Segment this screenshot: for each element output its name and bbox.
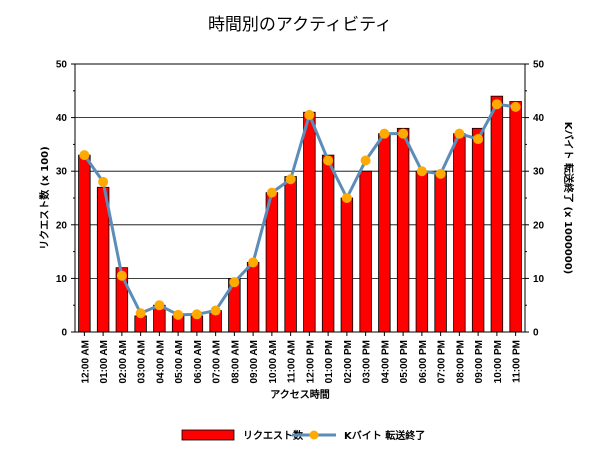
kbytes-point <box>154 300 165 311</box>
bar <box>303 111 316 333</box>
bar-series <box>78 95 522 333</box>
x-tick-label: 05:00 PM <box>399 340 410 383</box>
x-tick-label: 10:00 AM <box>268 340 279 384</box>
y-tick-label: 10 <box>56 274 68 285</box>
kbytes-point <box>135 308 146 319</box>
x-tick-label: 01:00 PM <box>324 340 335 383</box>
y-tick-label: 40 <box>56 113 68 124</box>
y2-tick-label: 30 <box>533 167 545 178</box>
x-tick-label: 01:00 AM <box>99 340 110 384</box>
y2-axis-ticks: 0 10 20 30 40 50 <box>525 60 545 339</box>
bar <box>453 133 466 333</box>
kbytes-line <box>83 102 516 317</box>
kbytes-point <box>191 309 202 320</box>
y2-axis-label: Kバイト 転送終了 (x 1000000) <box>562 122 575 275</box>
x-tick-label: 04:00 PM <box>380 340 391 383</box>
y-axis-label: リクエスト数 (x 100) <box>38 146 51 249</box>
y-tick-label: 0 <box>61 328 67 339</box>
kbytes-point <box>304 109 315 120</box>
y2-tick-label: 20 <box>533 220 545 231</box>
kbytes-point <box>285 174 296 185</box>
legend-marker-kbytes <box>309 430 319 440</box>
bar <box>415 170 429 333</box>
kbytes-point <box>435 168 446 179</box>
chart-title: 時間別のアクティビティ <box>208 15 392 35</box>
legend-label-kbytes: Kバイト 転送終了 <box>344 429 425 442</box>
x-tick-label: 07:00 AM <box>212 340 223 384</box>
bar <box>265 192 279 333</box>
x-tick-label: 10:00 PM <box>493 340 504 383</box>
kbytes-point <box>510 101 521 112</box>
x-tick-label: 02:00 PM <box>343 340 354 383</box>
y-tick-label: 20 <box>56 220 68 231</box>
kbytes-point <box>360 155 371 166</box>
bar <box>434 170 447 333</box>
bar <box>321 154 335 333</box>
y-tick-label: 30 <box>56 167 68 178</box>
x-axis-label: アクセス時間 <box>270 388 330 401</box>
y2-tick-label: 40 <box>533 113 545 124</box>
kbytes-point <box>379 128 390 139</box>
x-tick-label: 09:00 AM <box>249 340 260 384</box>
x-tick-label: 12:00 PM <box>305 340 316 383</box>
kbytes-point <box>266 187 277 198</box>
kbytes-point <box>173 309 184 320</box>
y2-tick-label: 50 <box>533 60 545 71</box>
x-axis-ticks: 12:00 AM 01:00 AM 02:00 AM 03:00 AM 04:00 AM… <box>80 332 523 384</box>
x-tick-label: 03:00 AM <box>137 340 148 384</box>
legend-swatch-requests <box>181 429 235 441</box>
kbytes-point <box>341 193 352 203</box>
bar <box>78 154 91 333</box>
bar <box>340 197 354 333</box>
kbytes-point <box>248 257 259 268</box>
y2-tick-label: 10 <box>533 274 545 285</box>
kbytes-point <box>116 270 127 281</box>
y-axis-ticks: 0 10 20 30 40 50 <box>56 60 75 339</box>
x-tick-label: 02:00 AM <box>118 340 129 384</box>
kbytes-point <box>98 176 109 187</box>
x-tick-label: 05:00 AM <box>174 340 185 384</box>
kbytes-point <box>454 128 465 139</box>
x-tick-label: 08:00 PM <box>455 340 466 383</box>
kbytes-point <box>323 155 334 166</box>
bar <box>246 261 260 333</box>
kbytes-point <box>473 134 484 145</box>
bar <box>396 127 410 333</box>
bar <box>471 127 485 333</box>
x-tick-label: 09:00 PM <box>474 340 485 383</box>
bar <box>378 133 391 333</box>
x-tick-label: 04:00 AM <box>155 340 166 384</box>
x-tick-label: 11:00 PM <box>512 340 523 383</box>
kbytes-point <box>79 150 90 161</box>
kbytes-point <box>210 305 221 316</box>
x-tick-label: 06:00 AM <box>193 340 204 384</box>
y2-tick-label: 0 <box>533 328 539 339</box>
bar <box>284 176 297 333</box>
x-tick-label: 11:00 AM <box>287 340 298 383</box>
bar <box>134 315 147 333</box>
x-tick-label: 06:00 PM <box>418 340 429 383</box>
x-tick-label: 12:00 AM <box>80 340 91 384</box>
bar <box>359 170 372 333</box>
legend-label-requests: リクエスト数 <box>243 429 304 442</box>
bar <box>490 95 504 333</box>
legend: リクエスト数 Kバイト 転送終了 <box>181 429 425 442</box>
kbytes-point <box>416 166 427 177</box>
bar <box>509 101 522 333</box>
x-tick-label: 03:00 PM <box>362 340 373 383</box>
kbytes-point <box>229 277 240 288</box>
y-tick-label: 50 <box>56 60 68 71</box>
x-tick-label: 08:00 AM <box>230 340 241 384</box>
kbytes-point <box>491 99 502 110</box>
line-series <box>79 99 521 320</box>
x-tick-label: 07:00 PM <box>437 340 448 383</box>
kbytes-point <box>398 128 409 139</box>
